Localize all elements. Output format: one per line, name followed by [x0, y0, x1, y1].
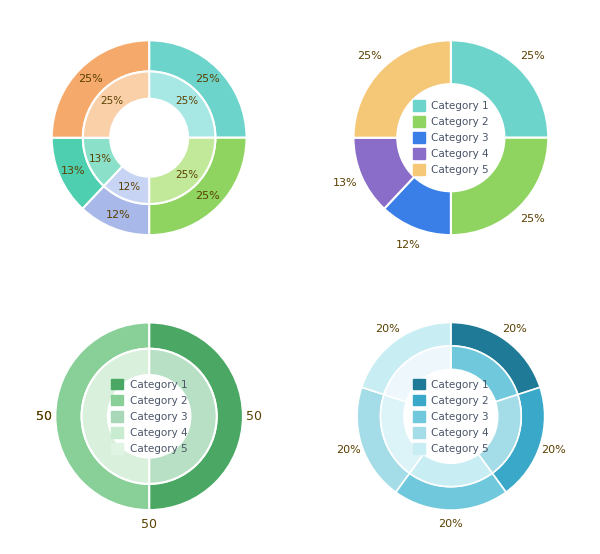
- Text: 25%: 25%: [100, 95, 124, 105]
- Wedge shape: [52, 138, 104, 209]
- Legend: Category 1, Category 2, Category 3, Category 4, Category 5: Category 1, Category 2, Category 3, Cate…: [107, 375, 191, 458]
- Wedge shape: [149, 322, 243, 510]
- Wedge shape: [384, 177, 451, 235]
- Wedge shape: [451, 346, 518, 402]
- Text: 20%: 20%: [502, 324, 527, 334]
- Legend: Category 1, Category 2, Category 3, Category 4, Category 5: Category 1, Category 2, Category 3, Cate…: [409, 96, 493, 179]
- Wedge shape: [396, 473, 506, 510]
- Text: 25%: 25%: [78, 74, 103, 84]
- Wedge shape: [362, 322, 451, 394]
- Text: 20%: 20%: [439, 519, 463, 529]
- Wedge shape: [451, 322, 540, 394]
- Wedge shape: [149, 71, 215, 138]
- Wedge shape: [149, 138, 215, 204]
- Wedge shape: [353, 40, 451, 138]
- Text: 20%: 20%: [541, 445, 566, 455]
- Text: 50: 50: [36, 410, 52, 423]
- Wedge shape: [451, 40, 548, 138]
- Wedge shape: [478, 394, 521, 473]
- Wedge shape: [83, 71, 149, 138]
- Wedge shape: [410, 454, 492, 486]
- Text: 25%: 25%: [196, 74, 220, 84]
- Text: 13%: 13%: [333, 178, 358, 188]
- Wedge shape: [380, 394, 423, 473]
- Text: 25%: 25%: [357, 52, 382, 61]
- Text: 20%: 20%: [336, 445, 361, 455]
- Wedge shape: [82, 349, 149, 484]
- Text: 25%: 25%: [520, 214, 545, 224]
- Wedge shape: [384, 346, 451, 402]
- Text: 12%: 12%: [396, 239, 421, 249]
- Wedge shape: [52, 40, 149, 138]
- Wedge shape: [104, 166, 149, 204]
- Text: 13%: 13%: [89, 153, 112, 163]
- Text: 50: 50: [246, 410, 262, 423]
- Text: 50: 50: [141, 517, 157, 531]
- Wedge shape: [55, 322, 149, 510]
- Wedge shape: [353, 138, 414, 209]
- Wedge shape: [149, 40, 247, 138]
- Text: 13%: 13%: [61, 166, 85, 176]
- Text: 50: 50: [36, 410, 52, 423]
- Wedge shape: [492, 387, 545, 492]
- Wedge shape: [83, 138, 122, 186]
- Wedge shape: [357, 387, 410, 492]
- Text: 25%: 25%: [520, 52, 545, 61]
- Wedge shape: [451, 138, 548, 235]
- Text: 20%: 20%: [375, 324, 400, 334]
- Text: 12%: 12%: [118, 182, 142, 192]
- Wedge shape: [149, 138, 247, 235]
- Text: 25%: 25%: [175, 170, 198, 180]
- Text: 12%: 12%: [106, 210, 131, 220]
- Legend: Category 1, Category 2, Category 3, Category 4, Category 5: Category 1, Category 2, Category 3, Cate…: [409, 375, 493, 458]
- Wedge shape: [82, 186, 149, 235]
- Text: 25%: 25%: [196, 191, 220, 201]
- Text: 25%: 25%: [175, 95, 198, 105]
- Wedge shape: [149, 349, 217, 484]
